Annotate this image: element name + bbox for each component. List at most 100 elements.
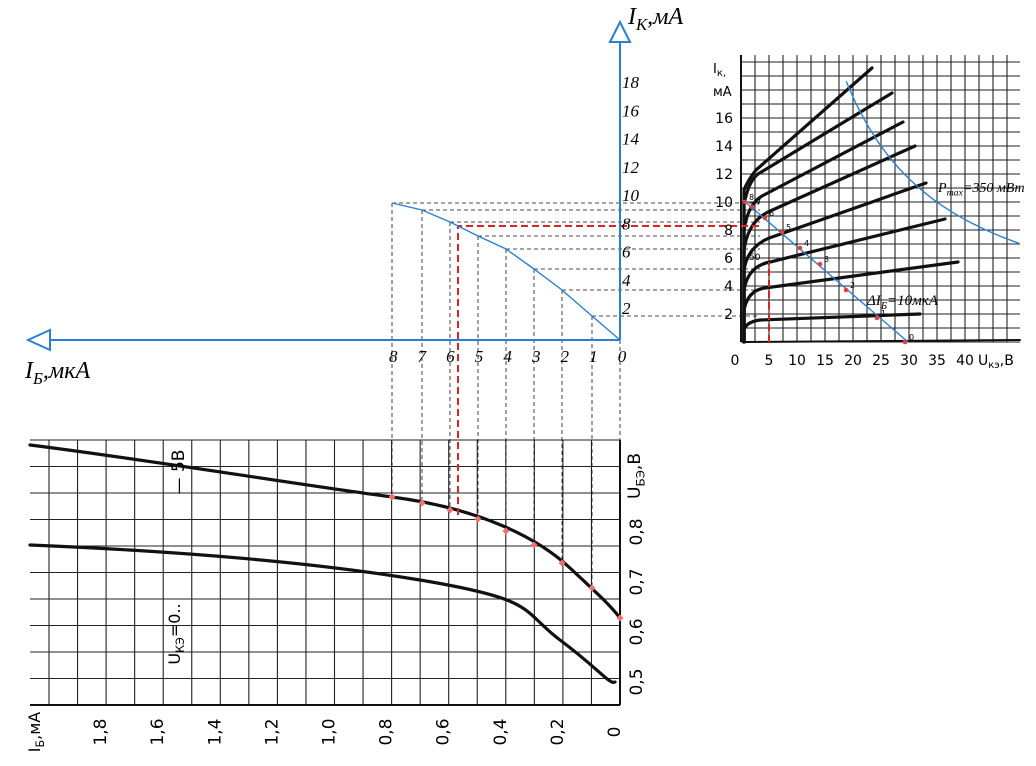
operating-point xyxy=(874,315,880,321)
upper-curve-label: — 5В xyxy=(169,450,189,495)
center-axes xyxy=(25,19,632,352)
point-marker xyxy=(530,541,538,549)
operating-point xyxy=(762,215,768,221)
y-tick-label: 2 xyxy=(724,307,733,323)
lower-curve-label-main: U xyxy=(165,653,184,665)
operating-point-label: 7 xyxy=(756,198,761,207)
y-axis-label-sub: к, xyxy=(717,68,726,79)
x-tick-label: 5 xyxy=(765,353,774,369)
x-tick-label: 1 xyxy=(589,347,598,366)
step-label-main: ΔI xyxy=(866,293,882,309)
horizontal-axis-label-main: I xyxy=(24,358,34,384)
point-marker xyxy=(588,584,596,592)
y-tick-label: 2 xyxy=(622,299,631,318)
x-tick-label: 15 xyxy=(816,353,834,369)
y-tick-label: 12 xyxy=(715,167,733,183)
y-axis-label-main: U xyxy=(625,487,645,499)
x-tick-label: 10 xyxy=(788,353,806,369)
lower-curve-label-sub: КЭ xyxy=(174,637,187,653)
vertical-axis-label-main: I xyxy=(627,4,637,30)
y-axis-label-unit: ,В xyxy=(625,453,645,470)
operating-point xyxy=(797,245,803,251)
vertical-axis-label-sub: К xyxy=(635,15,648,34)
power-label-sub: max xyxy=(947,188,964,199)
x-tick-label: 5 xyxy=(475,347,484,366)
power-hyperbola xyxy=(845,81,1020,244)
load-line xyxy=(742,199,909,343)
x-axis-label-main: U xyxy=(978,353,988,369)
operating-point xyxy=(843,287,849,293)
x-tick-label: 0 xyxy=(618,347,627,366)
power-label-main: P xyxy=(937,181,947,196)
x-tick-label: 0,6 xyxy=(434,718,454,745)
input-grid xyxy=(30,439,621,706)
x-axis-label: IБ,мА xyxy=(25,712,47,753)
y-tick-label: 10 xyxy=(622,186,640,205)
y-tick-label: 18 xyxy=(622,73,640,92)
y-tick-label: 12 xyxy=(622,158,640,177)
horizontal-axis-label: IБ,мкА xyxy=(24,358,90,388)
point-marker xyxy=(388,493,396,501)
horizontal-axis-label-unit: ,мкА xyxy=(43,358,91,384)
lower-curve-label-unit: =0.. xyxy=(165,603,184,637)
x-tick-label: 1,2 xyxy=(262,718,282,745)
x-tick-label: 0 xyxy=(605,727,625,738)
step-label-unit: =10мкА xyxy=(887,293,939,309)
x-tick-label: 0,2 xyxy=(548,718,568,745)
y-tick-label: 8 xyxy=(724,223,733,239)
step-label: ΔIБ=10мкА xyxy=(866,293,939,312)
operating-point xyxy=(779,229,785,235)
operating-point xyxy=(749,204,755,210)
operating-point-label: 0 xyxy=(909,333,914,342)
y-tick-label: 6 xyxy=(622,243,631,262)
power-label-unit: =350 мВт xyxy=(963,181,1025,196)
x-axis-label-sub: кэ xyxy=(988,360,1000,371)
x-tick-label: 35 xyxy=(928,353,946,369)
x-tick-label: 0 xyxy=(731,353,740,369)
x-axis-label-main: I xyxy=(25,748,44,753)
lower-curve-label: UКЭ=0.. xyxy=(165,603,187,664)
x-tick-label: 40 xyxy=(956,353,974,369)
operating-point-label: 8 xyxy=(749,193,754,202)
x-tick-label: 1,8 xyxy=(91,718,111,745)
y-tick-label: 0,6 xyxy=(627,618,647,645)
operating-point-label: 5 xyxy=(786,223,791,232)
y-tick-label: 6 xyxy=(724,251,733,267)
x-tick-label: 30 xyxy=(900,353,918,369)
operating-point xyxy=(817,261,823,267)
x-tick-label: 3 xyxy=(531,347,541,366)
y-tick-label: 8 xyxy=(622,214,631,233)
construction-lines xyxy=(388,202,760,622)
point-marker xyxy=(616,614,624,622)
point-marker xyxy=(502,527,510,535)
x-tick-label: 1,4 xyxy=(205,718,225,745)
y-tick-label: 4 xyxy=(724,279,733,295)
y-axis-label: Iк, xyxy=(713,62,726,79)
point-marker xyxy=(446,506,454,514)
point-marker xyxy=(558,559,566,567)
x-tick-label: 20 xyxy=(844,353,862,369)
x-axis-label: Uкэ,В xyxy=(978,353,1014,371)
operating-point xyxy=(902,339,908,345)
power-label: Pmax=350 мВт xyxy=(937,181,1025,199)
vertical-axis-label: IК,мА xyxy=(627,4,683,34)
operating-point-label: 1 xyxy=(881,309,886,318)
output-grid xyxy=(740,55,1020,343)
x-tick-label: 2 xyxy=(561,347,570,366)
y-tick-label: 16 xyxy=(622,101,640,120)
x-tick-label: 8 xyxy=(389,347,398,366)
x-tick-label: 0,8 xyxy=(377,718,397,745)
x-tick-label: 1,0 xyxy=(320,718,340,745)
side-label: 50 xyxy=(749,253,761,263)
y-tick-label: 14 xyxy=(715,139,733,155)
y-axis-label-main: I xyxy=(713,62,717,77)
x-tick-label: 1,6 xyxy=(148,718,168,745)
horizontal-axis-label-sub: Б xyxy=(32,369,43,388)
y-tick-label: 0,5 xyxy=(627,668,647,695)
y-axis-unit: мА xyxy=(713,85,732,100)
y-tick-label: 16 xyxy=(715,111,733,127)
operating-point-label: 2 xyxy=(850,281,855,290)
x-tick-label: 6 xyxy=(446,347,455,366)
x-tick-label: 25 xyxy=(872,353,890,369)
